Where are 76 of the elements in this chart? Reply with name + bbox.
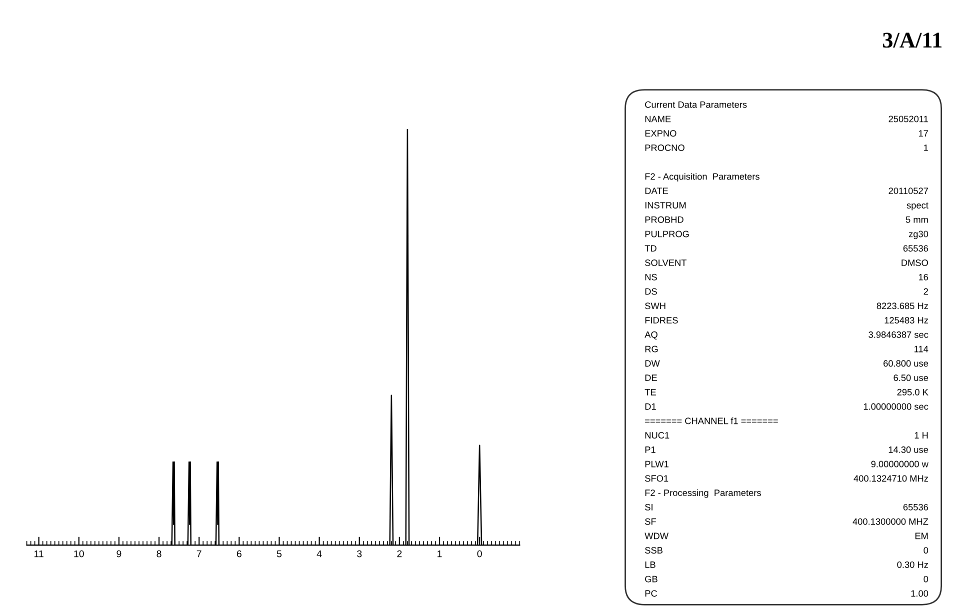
- text: EM: [915, 532, 928, 540]
- text: 1 H: [914, 432, 928, 438]
- text: spect: [906, 202, 928, 210]
- category-label: NUC1: [645, 432, 670, 439]
- text: 114: [914, 346, 928, 352]
- category-label: DS: [645, 288, 657, 295]
- text: 0.30 Hz: [897, 561, 928, 568]
- category-label: ======= CHANNEL f1 =======: [645, 417, 778, 424]
- text: 3/A/11: [882, 32, 942, 48]
- category-label: SSB: [645, 547, 662, 554]
- category-label: SOLVENT: [645, 260, 687, 266]
- category-label: EXPNO: [645, 130, 676, 137]
- category-label: PC: [645, 590, 658, 597]
- text: 6.50 use: [894, 374, 928, 382]
- text: 25052011: [888, 116, 928, 122]
- text: 16: [918, 274, 928, 280]
- x-tick-label: 8: [156, 550, 162, 558]
- category-label: PROCNO: [645, 144, 684, 151]
- text: 9.00000000 w: [871, 460, 928, 468]
- category-label: NAME: [645, 116, 671, 122]
- category-label: TD: [644, 245, 656, 252]
- category-label: GB: [645, 576, 658, 582]
- x-tick-label: 1: [438, 550, 442, 558]
- text: 65536: [903, 504, 928, 510]
- category-label: PLW1: [645, 460, 668, 468]
- category-label: F2 - Processing Parameters: [645, 489, 761, 498]
- category-label: WDW: [644, 532, 669, 540]
- category-label: SFO1: [645, 475, 668, 482]
- category-label: D1: [645, 403, 656, 410]
- category-label: INSTRUM: [645, 202, 686, 208]
- x-tick-label: 11: [34, 550, 44, 558]
- x-tick-label: 3: [357, 550, 362, 558]
- text: 400.1300000 MHZ: [852, 518, 928, 525]
- category-label: PULPROG: [645, 230, 689, 238]
- text: DMSO: [902, 260, 928, 266]
- text: zg30: [908, 230, 928, 240]
- category-label: RG: [645, 346, 658, 352]
- category-label: SWH: [645, 302, 666, 310]
- category-label: FIDRES: [645, 317, 678, 324]
- text: 295.0 K: [897, 388, 928, 396]
- x-tick-label: 7: [196, 550, 202, 558]
- text: 400.1324710 MHz: [854, 475, 928, 482]
- text: 17: [918, 130, 928, 137]
- text: 1.00000000 sec: [864, 403, 928, 410]
- x-tick-label: 9: [116, 550, 122, 558]
- category-label: LB: [645, 562, 656, 568]
- text: 2: [924, 288, 928, 295]
- category-label: DW: [645, 360, 660, 367]
- category-label: DATE: [645, 188, 668, 194]
- category-label: AQ: [644, 331, 658, 340]
- text: 5 mm: [906, 216, 928, 223]
- x-tick-label: 4: [316, 550, 322, 558]
- x-tick-label: 0: [477, 550, 482, 558]
- text: 60.800 use: [884, 360, 928, 367]
- text: 1.00: [911, 590, 928, 597]
- text: 1: [924, 144, 928, 151]
- category-label: F2 - Acquisition Parameters: [645, 173, 760, 182]
- category-label: Current Data Parameters: [645, 101, 747, 108]
- category-label: TE: [644, 389, 656, 396]
- text: 20110527: [888, 188, 928, 194]
- x-tick-label: 10: [74, 550, 84, 558]
- text: 65536: [903, 245, 928, 252]
- x-tick-label: 6: [236, 550, 242, 558]
- category-label: SF: [645, 518, 656, 525]
- text: 125483 Hz: [884, 317, 928, 324]
- category-label: P1: [645, 446, 656, 453]
- text: 0: [924, 576, 928, 582]
- category-label: SI: [645, 504, 652, 510]
- text: 14.30 use: [888, 446, 928, 453]
- category-label: PROBHD: [645, 216, 684, 223]
- text: 8223.685 Hz: [876, 302, 928, 310]
- category-label: DE: [645, 374, 657, 381]
- x-tick-label: 2: [397, 550, 402, 558]
- x-tick-label: 5: [276, 550, 282, 558]
- text: 3.9846387 sec: [868, 331, 928, 338]
- category-label: NS: [645, 274, 657, 280]
